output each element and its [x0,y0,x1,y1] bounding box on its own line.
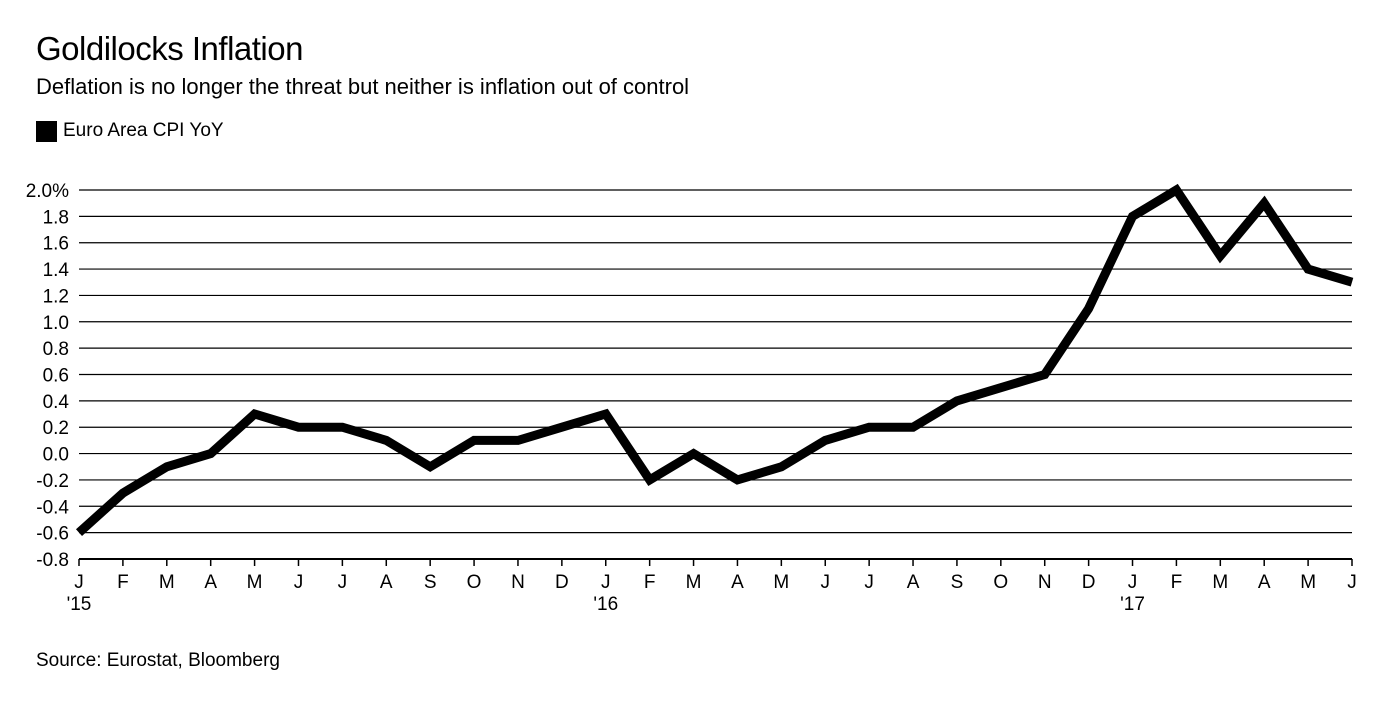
x-tick-label: M [686,572,702,593]
legend-swatch [36,120,57,142]
x-tick-label: J [864,572,874,593]
x-axis-ticks: J F M A M J J A S O N D J F M A M J J A S O N D J F M A M J'15'16'17 [67,559,1357,615]
chart-title: Goldilocks Inflation [36,30,303,67]
x-tick-label: M [1300,572,1316,593]
x-tick-label: J [1347,572,1357,593]
x-tick-label: F [1171,572,1183,593]
x-tick-label: M [247,572,263,593]
y-tick-label: -0.4 [36,497,69,518]
y-tick-label: -0.8 [36,550,69,571]
x-tick-label: M [773,572,789,593]
y-tick-label: -0.2 [36,471,69,492]
series-line [75,183,1354,536]
y-tick-label: 0.4 [43,392,70,413]
y-axis-ticks: 2.0% 1.8 1.6 1.4 1.2 1.0 0.8 0.6 0.4 0.2 0.0 -0.2 -0… [26,181,70,571]
x-tick-label: A [1258,572,1271,593]
gridlines [79,189,1352,560]
chart-source: Source: Eurostat, Bloomberg [36,650,280,671]
chart-legend: Euro Area CPI YoY [36,120,224,142]
y-tick-label: -0.6 [36,524,69,545]
x-tick-label: J [74,572,84,593]
x-tick-label: D [555,572,569,593]
x-year-label: '16 [593,594,618,615]
x-tick-label: A [380,572,393,593]
x-tick-label: D [1082,572,1096,593]
x-year-label: '17 [1120,594,1145,615]
x-tick-label: J [338,572,348,593]
x-tick-label: S [424,572,437,593]
y-tick-label: 0.0 [43,445,69,466]
chart-subtitle: Deflation is no longer the threat but ne… [36,74,690,99]
y-tick-label: 1.4 [43,260,70,281]
x-tick-label: J [294,572,304,593]
y-tick-label: 2.0% [26,181,69,202]
legend-label: Euro Area CPI YoY [63,120,224,141]
x-tick-label: F [644,572,656,593]
x-tick-label: N [1038,572,1052,593]
x-tick-label: A [907,572,920,593]
x-tick-label: S [951,572,964,593]
y-tick-label: 0.2 [43,418,69,439]
y-tick-label: 0.8 [43,339,69,360]
x-tick-label: J [1128,572,1138,593]
x-tick-label: M [159,572,175,593]
x-tick-label: J [601,572,611,593]
y-tick-label: 1.0 [43,313,69,334]
y-tick-label: 1.8 [43,207,69,228]
x-year-label: '15 [67,594,92,615]
x-tick-label: F [117,572,129,593]
series-layer [75,183,1354,536]
x-tick-label: A [204,572,217,593]
x-tick-label: J [820,572,830,593]
x-tick-label: N [511,572,525,593]
x-tick-label: A [731,572,744,593]
x-tick-label: O [467,572,482,593]
y-tick-label: 1.2 [43,286,69,307]
x-tick-label: M [1212,572,1228,593]
y-tick-label: 0.6 [43,366,69,387]
y-tick-label: 1.6 [43,234,69,255]
x-tick-label: O [993,572,1008,593]
